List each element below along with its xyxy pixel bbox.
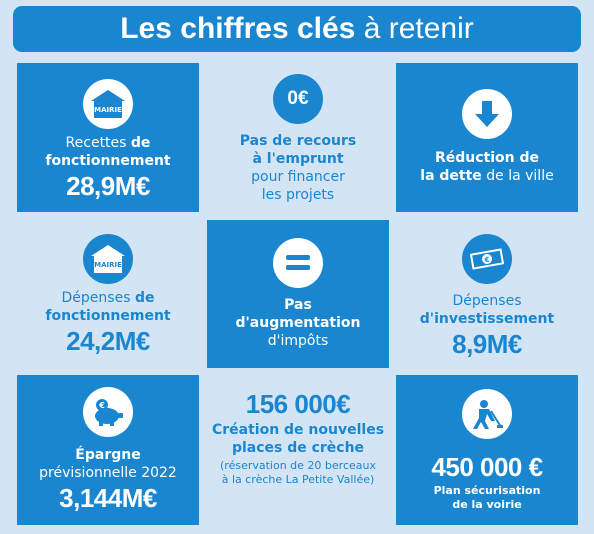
dette-label-2: la dette de la ville: [396, 167, 578, 185]
title-rest: à retenir: [355, 12, 474, 45]
impots-label-1: Pas: [207, 296, 389, 314]
impots-bold-2: d'augmentation: [235, 315, 361, 331]
equal-icon: [273, 238, 323, 288]
tile-emprunt: 0€ Pas de recours à l'emprunt pour finan…: [207, 63, 389, 212]
arrow-down-icon: [462, 89, 512, 139]
creche-bold-2: places de crèche: [231, 440, 365, 456]
epargne-value: 3,144M€: [59, 483, 157, 513]
dette-label-1: Réduction de: [396, 149, 578, 167]
emprunt-bold-2: à l'emprunt: [252, 151, 344, 167]
mairie-icon: MAIRIE: [83, 234, 133, 284]
creche-value: 156 000€: [245, 389, 351, 419]
creche-note-2: à la crèche La Petite Vallée): [221, 473, 375, 486]
depfonct-plain: Dépenses: [61, 290, 135, 306]
dette-rest: de la ville: [481, 168, 554, 184]
zero-euro-icon: 0€: [273, 74, 323, 124]
mairie-icon: MAIRIE: [83, 79, 133, 129]
dette-bold-2: la dette: [420, 168, 482, 184]
invest-label-1: Dépenses: [452, 293, 522, 309]
recettes-bold: de: [130, 135, 151, 151]
mairie-sign-text: MAIRIE: [94, 106, 122, 114]
invest-label-2: d'investissement: [396, 310, 578, 328]
svg-text:€: €: [483, 256, 490, 265]
impots-label-3: d'impôts: [267, 333, 329, 349]
mairie-sign-text: MAIRIE: [94, 261, 122, 269]
emprunt-bold-1: Pas de recours: [239, 133, 357, 149]
recettes-value: 28,9M€: [66, 171, 150, 201]
epargne-label-2: prévisionnelle 2022: [39, 465, 177, 481]
creche-label-2: places de crèche: [199, 439, 397, 457]
svg-text:€: €: [98, 401, 105, 410]
invest-value: 8,9M€: [452, 329, 522, 359]
tile-impots: Pas d'augmentation d'impôts: [207, 220, 389, 368]
title-bold: Les chiffres clés: [120, 12, 356, 45]
depfonct-bold-2: fonctionnement: [45, 308, 171, 324]
creche-note-1: (réservation de 20 berceaux: [220, 459, 376, 472]
depfonct-value: 24,2M€: [66, 326, 150, 356]
banknote-icon: €: [462, 234, 512, 284]
recettes-label-1: Recettes de: [17, 134, 199, 152]
emprunt-label-2: à l'emprunt: [207, 150, 389, 168]
tile-depenses-fonctionnement: MAIRIE Dépenses de fonctionnement 24,2M€: [17, 220, 199, 368]
depfonct-label-2: fonctionnement: [17, 307, 199, 325]
recettes-plain: Recettes: [65, 135, 131, 151]
depfonct-bold: de: [134, 290, 155, 306]
tile-recettes: MAIRIE Recettes de fonctionnement 28,9M€: [17, 63, 199, 212]
epargne-bold: Épargne: [75, 447, 141, 463]
tile-voirie: 450 000 € Plan sécurisation de la voirie: [396, 375, 578, 525]
creche-bold-1: Création de nouvelles: [211, 422, 385, 438]
voirie-label-2: de la voirie: [452, 498, 522, 511]
voirie-value: 450 000 €: [431, 452, 543, 482]
recettes-bold-2: fonctionnement: [45, 153, 171, 169]
tile-creche: 156 000€ Création de nouvelles places de…: [199, 390, 397, 520]
emprunt-label-1: Pas de recours: [207, 132, 389, 150]
tile-dette: Réduction de la dette de la ville: [396, 63, 578, 212]
zero-euro-text: 0€: [287, 88, 309, 109]
tile-epargne: € Épargne prévisionnelle 2022 3,144M€: [17, 375, 199, 525]
page-title: Les chiffres clés à retenir: [13, 6, 581, 52]
recettes-label-2: fonctionnement: [17, 152, 199, 170]
invest-bold: d'investissement: [419, 311, 555, 327]
impots-bold-1: Pas: [284, 297, 312, 313]
depfonct-label-1: Dépenses de: [17, 289, 199, 307]
creche-label-1: Création de nouvelles: [199, 421, 397, 439]
roadwork-icon: [462, 389, 512, 439]
piggy-bank-icon: €: [83, 387, 133, 437]
emprunt-label-4: les projets: [261, 187, 335, 203]
voirie-label-1: Plan sécurisation: [433, 484, 541, 497]
emprunt-label-3: pour financer: [251, 169, 345, 185]
tile-investissement: € Dépenses d'investissement 8,9M€: [396, 220, 578, 368]
epargne-label-1: Épargne: [17, 446, 199, 464]
dette-bold-1: Réduction de: [434, 150, 540, 166]
impots-label-2: d'augmentation: [207, 314, 389, 332]
